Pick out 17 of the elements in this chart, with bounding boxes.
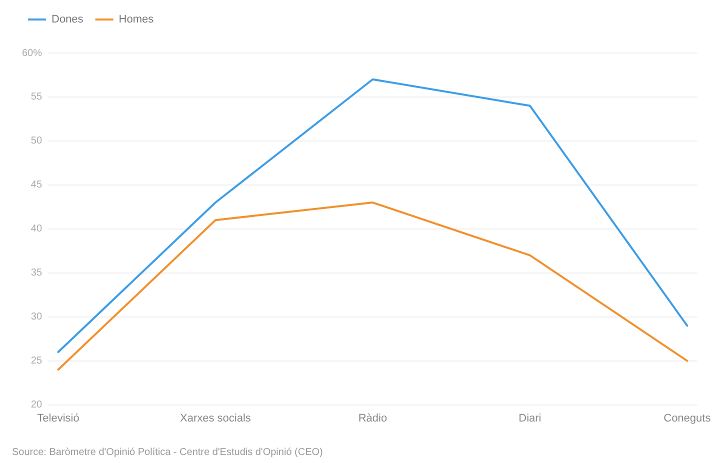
y-tick-label: 60% xyxy=(22,48,42,59)
y-tick-label: 30 xyxy=(30,312,42,323)
y-tick-label: 20 xyxy=(30,400,42,411)
legend-label: Dones xyxy=(52,14,84,26)
legend-label: Homes xyxy=(118,14,154,26)
y-tick-label: 25 xyxy=(30,356,42,367)
source-note: Source: Baròmetre d'Opinió Política - Centre d'Estudis d'Opinió (CEO) xyxy=(12,447,323,458)
x-tick-label: Televisió xyxy=(37,412,80,424)
x-tick-label: Ràdio xyxy=(358,412,388,424)
x-tick-label: Xarxes socials xyxy=(180,412,252,424)
y-tick-label: 40 xyxy=(30,224,42,235)
y-tick-label: 50 xyxy=(30,136,42,147)
x-tick-label: Diari xyxy=(518,412,542,424)
y-tick-label: 45 xyxy=(30,180,42,191)
x-tick-label: Coneguts xyxy=(664,412,712,424)
y-tick-label: 55 xyxy=(30,92,42,103)
y-tick-label: 35 xyxy=(30,268,42,279)
